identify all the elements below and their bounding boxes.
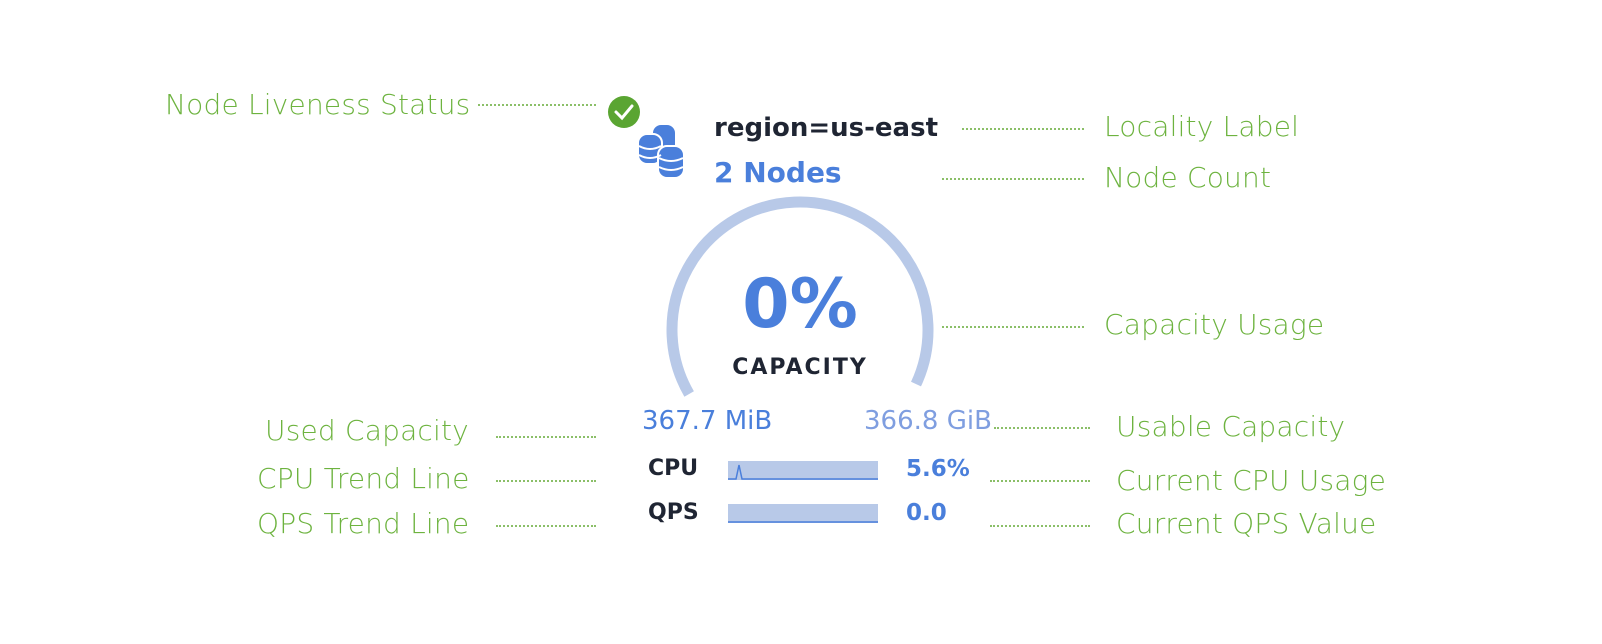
label-node-count: Node Count — [1104, 161, 1272, 194]
capacity-gauge — [666, 196, 934, 397]
leader-line — [990, 525, 1090, 527]
usable-capacity: 366.8 GiB — [864, 406, 992, 436]
label-capacity-usage: Capacity Usage — [1104, 308, 1325, 341]
leader-line — [942, 326, 1084, 328]
qps-trend-line[interactable] — [728, 504, 878, 523]
cpu-label: CPU — [648, 456, 699, 481]
node-count[interactable]: 2 Nodes — [714, 156, 842, 189]
leader-line — [496, 480, 596, 482]
capacity-percent: 0% — [742, 265, 858, 344]
label-usable-capacity: Usable Capacity — [1116, 410, 1346, 443]
qps-label: QPS — [648, 500, 699, 525]
label-current-cpu: Current CPU Usage — [1116, 464, 1387, 497]
locality-label: region=us-east — [714, 113, 938, 143]
label-cpu-trend: CPU Trend Line — [257, 462, 470, 495]
qps-sparkline — [728, 521, 878, 523]
leader-line — [496, 525, 596, 527]
leader-line — [994, 427, 1090, 429]
label-current-qps: Current QPS Value — [1116, 507, 1377, 540]
label-used-capacity: Used Capacity — [265, 414, 469, 447]
cpu-value: 5.6% — [906, 456, 970, 482]
label-liveness: Node Liveness Status — [165, 88, 471, 121]
leader-line — [990, 480, 1090, 482]
qps-value: 0.0 — [906, 500, 947, 526]
used-capacity: 367.7 MiB — [642, 406, 773, 436]
check-circle-icon — [608, 96, 640, 128]
cpu-sparkline — [728, 464, 878, 480]
label-locality: Locality Label — [1104, 110, 1300, 143]
leader-line — [478, 104, 596, 106]
leader-line — [496, 436, 596, 438]
label-qps-trend: QPS Trend Line — [257, 507, 470, 540]
gauge-track — [666, 196, 934, 397]
leader-line — [942, 178, 1084, 180]
capacity-label: CAPACITY — [732, 355, 868, 380]
cpu-trend-line[interactable] — [728, 461, 878, 480]
database-stack-icon — [637, 123, 685, 179]
leader-line — [962, 128, 1084, 130]
